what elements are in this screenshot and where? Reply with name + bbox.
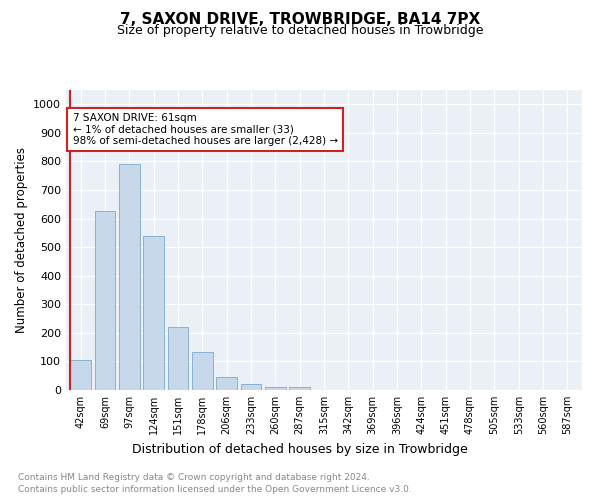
Bar (70, 360, 91, 390)
Bar (265, 386, 286, 390)
Text: Size of property relative to detached houses in Trowbridge: Size of property relative to detached ho… (117, 24, 483, 37)
Bar (119, 164, 140, 390)
Text: Contains public sector information licensed under the Open Government Licence v3: Contains public sector information licen… (18, 485, 412, 494)
Bar (143, 236, 164, 390)
Bar (216, 377, 237, 390)
Bar (241, 384, 262, 390)
Text: Contains HM Land Registry data © Crown copyright and database right 2024.: Contains HM Land Registry data © Crown c… (18, 472, 370, 482)
Text: Distribution of detached houses by size in Trowbridge: Distribution of detached houses by size … (132, 442, 468, 456)
Y-axis label: Number of detached properties: Number of detached properties (14, 147, 28, 333)
Bar (192, 352, 212, 390)
Text: 7, SAXON DRIVE, TROWBRIDGE, BA14 7PX: 7, SAXON DRIVE, TROWBRIDGE, BA14 7PX (120, 12, 480, 28)
Text: 7 SAXON DRIVE: 61sqm
← 1% of detached houses are smaller (33)
98% of semi-detach: 7 SAXON DRIVE: 61sqm ← 1% of detached ho… (73, 113, 338, 146)
Bar (289, 388, 310, 390)
Bar (95, 212, 115, 390)
Bar (167, 327, 188, 390)
